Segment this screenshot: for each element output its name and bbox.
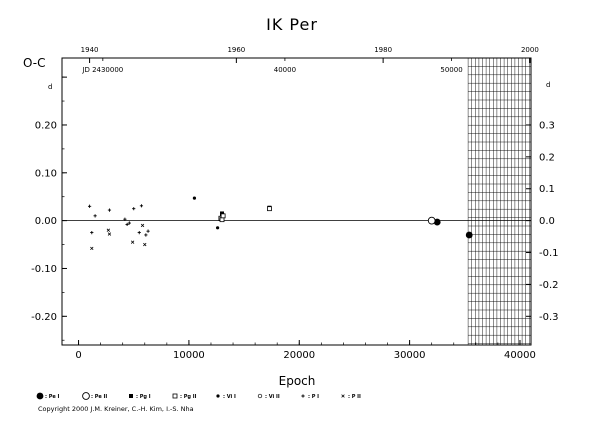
data-point bbox=[465, 231, 473, 239]
data-point bbox=[427, 216, 436, 225]
data-point bbox=[90, 230, 94, 235]
legend-marker bbox=[172, 393, 178, 399]
data-point bbox=[220, 213, 226, 219]
data-point bbox=[267, 206, 272, 212]
chart-title: IK Per bbox=[266, 15, 318, 34]
data-point bbox=[90, 246, 94, 251]
x-axis-label: Epoch bbox=[279, 374, 316, 388]
year-tick-label: 1940 bbox=[81, 46, 99, 54]
data-point bbox=[125, 222, 129, 227]
data-point bbox=[140, 223, 145, 228]
data-point bbox=[219, 217, 225, 223]
hatched-region bbox=[467, 57, 531, 345]
data-point bbox=[93, 214, 97, 218]
data-point bbox=[143, 242, 147, 247]
year-tick-label: 2000 bbox=[521, 46, 539, 54]
data-point bbox=[137, 230, 141, 235]
x-axis-ticks: 0 10000 20000 30000 40000 bbox=[75, 340, 536, 361]
y-axis-left-ticks: -0.20 -0.10 0.00 0.10 0.20 bbox=[31, 76, 67, 341]
jd-axis: JD 2430000 40000 50000 bbox=[81, 58, 463, 74]
legend-marker bbox=[341, 394, 345, 398]
data-point bbox=[123, 217, 127, 221]
legend-label: : P II bbox=[348, 394, 361, 400]
y-tick-label: 0.20 bbox=[35, 120, 57, 131]
data-point bbox=[146, 229, 150, 233]
y-axis-right-ticks: -0.3 -0.2 -0.1 0.0 0.1 0.2 0.3 bbox=[526, 120, 559, 323]
data-point bbox=[107, 208, 112, 212]
legend-marker bbox=[257, 393, 263, 399]
data-point bbox=[130, 240, 135, 244]
data-points bbox=[87, 196, 473, 251]
year-tick-label: 1980 bbox=[374, 46, 392, 54]
y-right-tick-label: -0.1 bbox=[539, 248, 559, 259]
x-tick-label: 40000 bbox=[504, 350, 536, 361]
data-point bbox=[144, 233, 148, 237]
y-right-tick-label: 0.3 bbox=[539, 120, 555, 131]
y-right-tick-label: 0.1 bbox=[539, 184, 555, 195]
y-right-tick-label: -0.2 bbox=[539, 280, 559, 291]
y-right-tick-label: -0.3 bbox=[539, 312, 559, 323]
legend-marker bbox=[82, 392, 90, 400]
legend-marker bbox=[301, 394, 305, 398]
jd-tick-label: 50000 bbox=[440, 66, 462, 74]
legend-label: : Pg II bbox=[180, 394, 197, 400]
legend-marker bbox=[216, 394, 220, 398]
x-tick-label: 20000 bbox=[283, 350, 315, 361]
data-point bbox=[107, 232, 112, 236]
y-tick-label: 0.00 bbox=[35, 216, 57, 227]
legend-marker bbox=[129, 394, 133, 398]
data-point bbox=[132, 207, 136, 211]
data-point bbox=[215, 226, 220, 230]
legend-label: : Vi I bbox=[223, 394, 236, 400]
legend-label: : Pe I bbox=[45, 394, 60, 400]
legend-label: : Pe II bbox=[91, 394, 107, 400]
data-point bbox=[139, 204, 144, 208]
data-point bbox=[192, 196, 197, 200]
y-axis-label-unit: d bbox=[48, 83, 52, 91]
legend-label: : P I bbox=[308, 394, 319, 400]
y-right-tick-label: 0.0 bbox=[539, 216, 555, 227]
plot-frame bbox=[61, 57, 532, 346]
top-year-axis: 1940 1960 1980 2000 bbox=[81, 46, 539, 63]
jd-tick-label: 40000 bbox=[274, 66, 296, 74]
y-right-tick-label: 0.2 bbox=[539, 152, 555, 163]
y-tick-label: -0.20 bbox=[31, 312, 57, 323]
y-tick-label: -0.10 bbox=[31, 264, 57, 275]
jd-tick-label: JD 2430000 bbox=[81, 66, 123, 74]
y-axis-label: O-C bbox=[23, 56, 46, 70]
legend-label: : Vi II bbox=[265, 394, 280, 400]
y-axis-right-unit: d bbox=[546, 81, 550, 89]
y-tick-label: 0.10 bbox=[35, 168, 57, 179]
data-point bbox=[87, 204, 92, 208]
year-tick-label: 1960 bbox=[227, 46, 245, 54]
data-point bbox=[106, 228, 111, 232]
x-tick-label: 10000 bbox=[173, 350, 205, 361]
x-tick-label: 0 bbox=[75, 350, 81, 361]
data-point bbox=[127, 221, 131, 225]
copyright-note: Copyright 2000 J.M. Kreiner, C.-H. Kim, … bbox=[38, 405, 194, 413]
legend: : Pe I : Pe II : Pg I : Pg II : Vi I : Vi II:… bbox=[36, 392, 361, 400]
legend-marker bbox=[36, 392, 44, 400]
x-tick-label: 30000 bbox=[394, 350, 426, 361]
legend-label: : Pg I bbox=[136, 394, 151, 400]
